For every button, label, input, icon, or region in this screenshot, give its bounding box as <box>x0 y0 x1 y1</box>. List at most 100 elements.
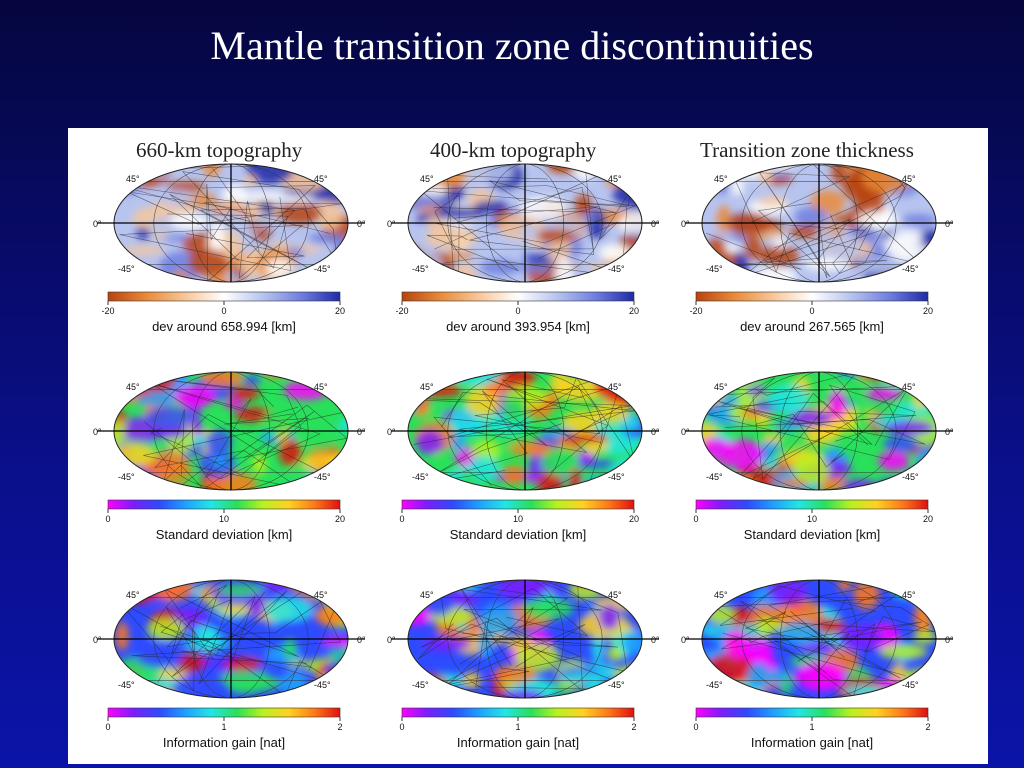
colorbar-400-row1: -20 0 20 <box>396 291 639 316</box>
colorbar-tick-label: -20 <box>690 306 703 316</box>
colorbar-400-row2: 0 10 20 <box>399 499 639 524</box>
lat-label-south-right: -45° <box>608 472 625 482</box>
lat-label-north-right: 45° <box>608 590 622 600</box>
colorbar-tick-label: 20 <box>335 514 345 524</box>
colorbar-tick-label: 2 <box>925 722 930 732</box>
colorbar-label-660-row2: Standard deviation [km] <box>155 527 293 542</box>
lat-label-north-right: 45° <box>902 174 916 184</box>
lat-label-south-left: -45° <box>706 680 723 690</box>
equator-label-left: 0° <box>93 219 102 229</box>
equator-label-left: 0° <box>681 219 690 229</box>
column-title-400: 400-km topography <box>430 138 597 162</box>
lat-label-south-left: -45° <box>412 680 429 690</box>
equator-label-right: 0° <box>357 219 366 229</box>
map-660-row3: 45° 45° -45° -45° 0° 0° <box>93 579 366 699</box>
equator-label-left: 0° <box>93 427 102 437</box>
lat-label-north-left: 45° <box>714 590 728 600</box>
colorbar-tick-label: 20 <box>629 306 639 316</box>
colorbar-tick-label: 20 <box>923 514 933 524</box>
colorbar-tick-label: 10 <box>807 514 817 524</box>
colorbar-tick-label: 0 <box>221 306 226 316</box>
equator-label-left: 0° <box>387 219 396 229</box>
column-title-660: 660-km topography <box>136 138 303 162</box>
colorbar-tick-label: 0 <box>399 722 404 732</box>
lat-label-north-left: 45° <box>714 382 728 392</box>
lat-label-south-left: -45° <box>706 264 723 274</box>
lat-label-south-right: -45° <box>902 264 919 274</box>
colorbar-tick-label: 2 <box>337 722 342 732</box>
figure-panel: 660-km topography 400-km topography Tran… <box>68 128 988 764</box>
colorbar-tick-label: 20 <box>335 306 345 316</box>
lat-label-south-left: -45° <box>118 680 135 690</box>
map-thickness-row3: 45° 45° -45° -45° 0° 0° <box>681 579 954 699</box>
lat-label-north-left: 45° <box>126 590 140 600</box>
map-thickness-row2: 45° 45° -45° -45° 0° 0° <box>681 371 954 491</box>
colorbar-label-660-row3: Information gain [nat] <box>162 735 286 750</box>
map-660-row2: 45° 45° -45° -45° 0° 0° <box>93 371 366 491</box>
lat-label-south-right: -45° <box>608 264 625 274</box>
equator-label-left: 0° <box>387 427 396 437</box>
colorbar-thickness-row1: -20 0 20 <box>690 291 933 316</box>
colorbar-tick-label: 10 <box>513 514 523 524</box>
colorbar-tick-label: 1 <box>221 722 226 732</box>
colorbar-tick-label: -20 <box>102 306 115 316</box>
lat-label-north-right: 45° <box>314 382 328 392</box>
lat-label-south-right: -45° <box>314 680 331 690</box>
lat-label-south-left: -45° <box>118 264 135 274</box>
lat-label-south-left: -45° <box>706 472 723 482</box>
equator-label-right: 0° <box>945 635 954 645</box>
colorbar-tick-label: 0 <box>515 306 520 316</box>
lat-label-south-left: -45° <box>412 264 429 274</box>
colorbar-thickness-row2: 0 10 20 <box>693 499 933 524</box>
colorbar-tick-label: -20 <box>396 306 409 316</box>
equator-label-left: 0° <box>387 635 396 645</box>
colorbar-label-400-row1: dev around 393.954 [km] <box>446 319 590 334</box>
colorbar-tick-label: 0 <box>105 722 110 732</box>
colorbar-tick-label: 0 <box>399 514 404 524</box>
colorbar-tick-label: 0 <box>105 514 110 524</box>
colorbar-label-400-row2: Standard deviation [km] <box>449 527 587 542</box>
lat-label-north-right: 45° <box>608 382 622 392</box>
lat-label-north-left: 45° <box>126 174 140 184</box>
column-title-thickness: Transition zone thickness <box>700 138 914 162</box>
colorbar-tick-label: 0 <box>809 306 814 316</box>
lat-label-south-right: -45° <box>314 472 331 482</box>
colorbar-tick-label: 0 <box>693 514 698 524</box>
slide-title: Mantle transition zone discontinuities <box>210 23 814 68</box>
equator-label-right: 0° <box>945 219 954 229</box>
colorbar-label-660-row1: dev around 658.994 [km] <box>152 319 296 334</box>
lat-label-north-right: 45° <box>902 590 916 600</box>
colorbar-tick-label: 1 <box>515 722 520 732</box>
lat-label-south-left: -45° <box>118 472 135 482</box>
equator-label-right: 0° <box>651 219 660 229</box>
map-400-row1: 45° 45° -45° -45° 0° 0° <box>387 163 660 283</box>
equator-label-right: 0° <box>651 427 660 437</box>
map-thickness-row1: 45° 45° -45° -45° 0° 0° <box>681 163 954 283</box>
lat-label-south-right: -45° <box>902 472 919 482</box>
lat-label-north-left: 45° <box>126 382 140 392</box>
colorbar-660-row2: 0 10 20 <box>105 499 345 524</box>
equator-label-left: 0° <box>681 427 690 437</box>
colorbar-tick-label: 10 <box>219 514 229 524</box>
map-660-row1: 45° 45° -45° -45° 0° 0° <box>93 163 366 283</box>
colorbar-tick-label: 20 <box>923 306 933 316</box>
equator-label-right: 0° <box>651 635 660 645</box>
lat-label-north-right: 45° <box>314 590 328 600</box>
colorbar-tick-label: 1 <box>809 722 814 732</box>
lat-label-north-left: 45° <box>714 174 728 184</box>
equator-label-right: 0° <box>357 635 366 645</box>
equator-label-right: 0° <box>945 427 954 437</box>
lat-label-north-right: 45° <box>314 174 328 184</box>
equator-label-left: 0° <box>681 635 690 645</box>
lat-label-north-left: 45° <box>420 174 434 184</box>
map-400-row2: 45° 45° -45° -45° 0° 0° <box>387 371 660 491</box>
colorbar-thickness-row3: 0 1 2 <box>693 707 931 732</box>
equator-label-right: 0° <box>357 427 366 437</box>
colorbar-660-row3: 0 1 2 <box>105 707 343 732</box>
lat-label-north-right: 45° <box>608 174 622 184</box>
colorbar-label-thickness-row3: Information gain [nat] <box>750 735 874 750</box>
equator-label-left: 0° <box>93 635 102 645</box>
lat-label-north-left: 45° <box>420 590 434 600</box>
colorbar-tick-label: 2 <box>631 722 636 732</box>
colorbar-label-thickness-row1: dev around 267.565 [km] <box>740 319 884 334</box>
